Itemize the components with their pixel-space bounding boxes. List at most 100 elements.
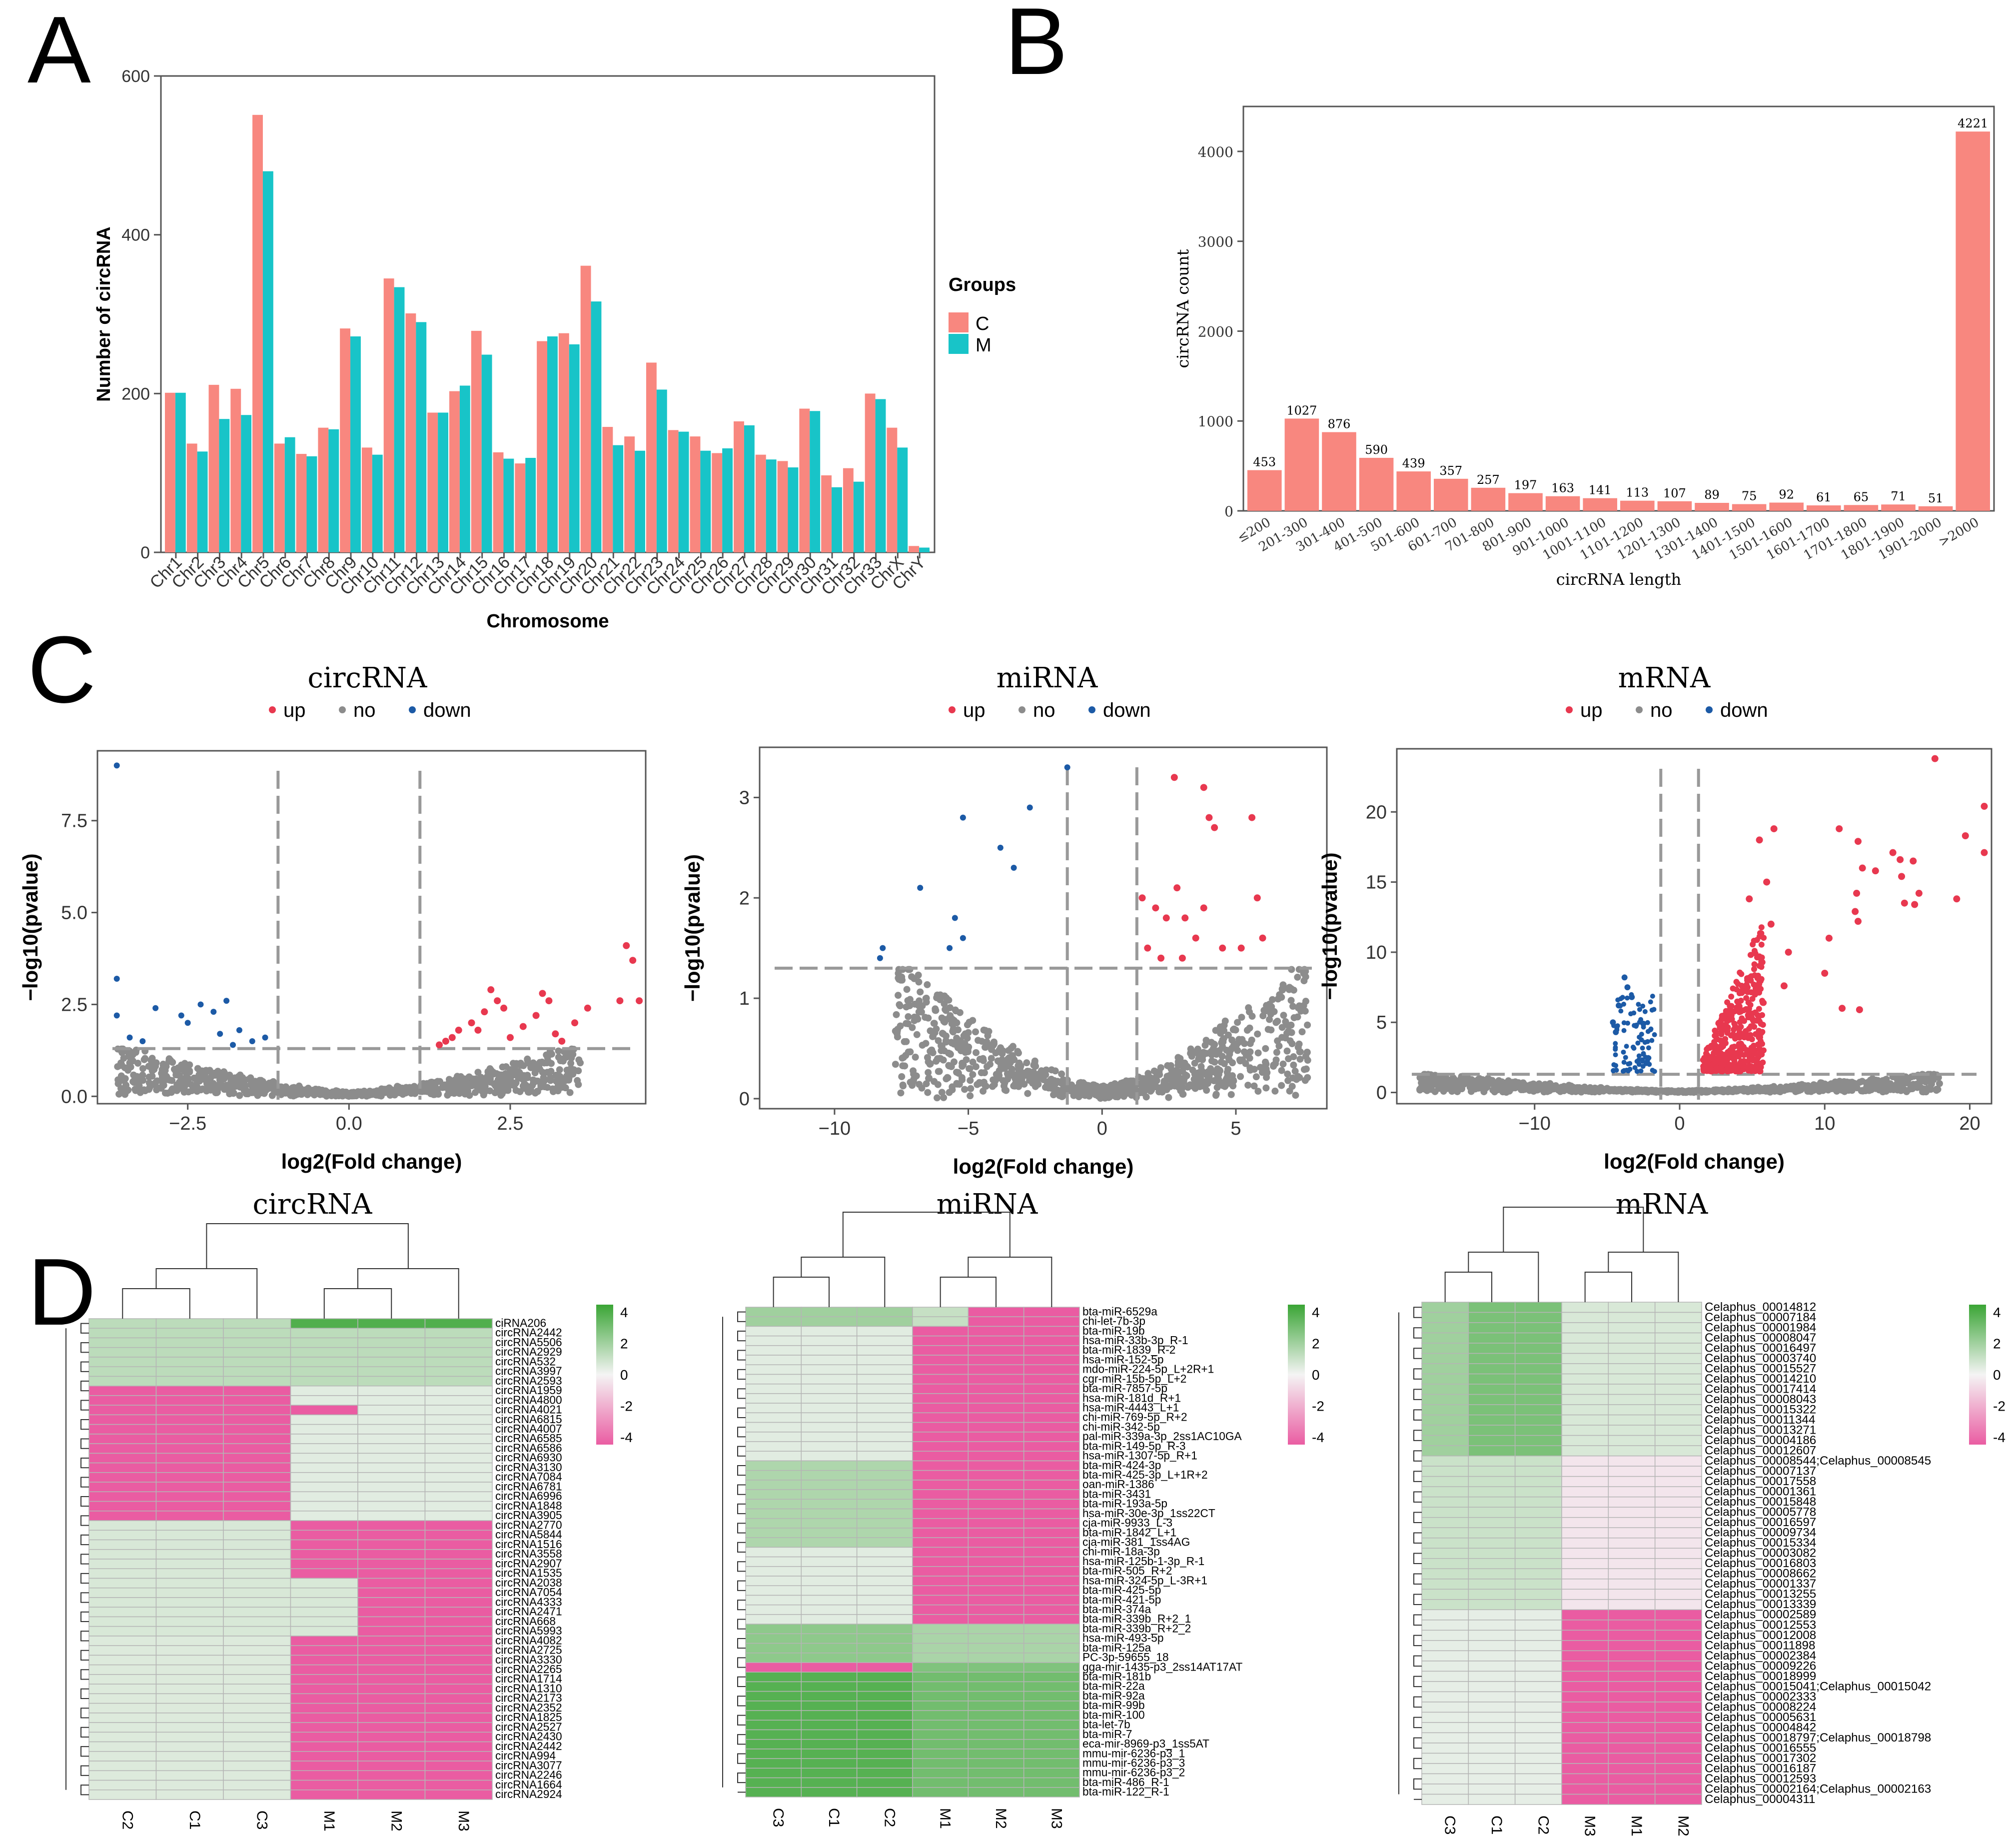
heatmap-row-label: chi-miR-18a-3p xyxy=(1082,1545,1160,1558)
row-dendrogram xyxy=(80,1477,89,1488)
volcano-point-no xyxy=(1234,1019,1241,1026)
heatmap-cell xyxy=(1421,1691,1469,1703)
heatmap-cell xyxy=(745,1643,802,1654)
volcano-point-down xyxy=(1649,1007,1655,1013)
heatmap-cell xyxy=(88,1482,157,1493)
heatmap-cell xyxy=(88,1405,157,1416)
volcano-point-down xyxy=(230,1042,236,1048)
heatmap-cell xyxy=(1421,1579,1469,1590)
heatmap-cell xyxy=(1561,1445,1609,1457)
volcano-point-no xyxy=(153,1077,161,1085)
heatmap-cell xyxy=(1023,1604,1080,1615)
volcano-point-up xyxy=(1152,904,1159,912)
volcano-point-down xyxy=(1648,999,1653,1005)
heatmap-row-label: bta-miR-122_R-1 xyxy=(1082,1785,1169,1798)
heatmap-cell xyxy=(424,1539,493,1550)
heatmap-row-label: Celaphus_00018797;Celaphus_00018798 xyxy=(1705,1731,1931,1745)
y-tick-label: 10 xyxy=(1366,942,1387,963)
heatmap-cell xyxy=(1023,1701,1080,1711)
heatmap-cell xyxy=(1561,1548,1609,1559)
volcano-point-no xyxy=(139,1065,146,1072)
volcano-point-no xyxy=(1431,1088,1439,1095)
volcano-point-no xyxy=(913,1072,920,1080)
plot-frame xyxy=(1242,105,1995,512)
bar-c xyxy=(296,454,307,552)
y-tick-label: 0 xyxy=(140,543,150,562)
heatmap-cell xyxy=(968,1585,1024,1596)
heatmap-cell xyxy=(801,1422,858,1433)
volcano-point-no xyxy=(1221,1083,1228,1090)
heatmap-row-label: circRNA4007 xyxy=(495,1422,562,1435)
heatmap-row-label: circRNA2430 xyxy=(495,1730,562,1743)
bar-m xyxy=(438,412,449,552)
volcano-point-no xyxy=(948,1039,956,1047)
row-dendrogram xyxy=(737,1331,746,1342)
volcano-point-no xyxy=(1229,1026,1237,1033)
volcano-point-no xyxy=(1184,1063,1191,1071)
heatmap-row-label: Celaphus_00012553 xyxy=(1705,1618,1816,1632)
heatmap-cell xyxy=(1514,1640,1562,1652)
heatmap-cell xyxy=(1468,1691,1516,1703)
bar-m xyxy=(788,467,799,552)
bar-c xyxy=(427,412,438,552)
volcano-point-no xyxy=(1284,1070,1291,1078)
volcano-point-no xyxy=(257,1077,265,1084)
heatmap-cell xyxy=(1468,1558,1516,1570)
volcano-point-no xyxy=(915,1002,923,1009)
heatmap-cell xyxy=(290,1693,358,1704)
volcano-point-up xyxy=(1138,894,1146,902)
heatmap-cell xyxy=(357,1530,426,1541)
row-dendrogram xyxy=(737,1619,746,1630)
heatmap-col-label: M3 xyxy=(1048,1808,1064,1829)
heatmap-cell xyxy=(290,1539,358,1550)
heatmap-cell xyxy=(155,1443,224,1454)
y-tick-label: 2.5 xyxy=(61,994,87,1015)
volcano-point-no xyxy=(1187,1049,1194,1056)
heatmap-row-label: Celaphus_00015527 xyxy=(1705,1362,1816,1375)
volcano-point-up xyxy=(1756,981,1762,988)
heatmap-cell xyxy=(1561,1599,1609,1611)
heatmap-cell xyxy=(1023,1374,1080,1385)
bar-c xyxy=(537,341,547,552)
heatmap-cell xyxy=(856,1364,913,1375)
row-dendrogram xyxy=(80,1534,89,1546)
volcano-point-no xyxy=(1435,1078,1442,1086)
volcano-point-no xyxy=(1475,1075,1482,1083)
bar-m xyxy=(525,457,536,552)
length-bar xyxy=(1732,504,1767,511)
volcano-point-up xyxy=(442,1037,449,1045)
heatmap-row-label: Celaphus_00016555 xyxy=(1705,1741,1816,1755)
volcano-point-no xyxy=(1177,1083,1185,1091)
volcano-point-no xyxy=(154,1084,161,1092)
heatmap-cell xyxy=(357,1770,426,1781)
heatmap-cell xyxy=(1421,1476,1469,1487)
heatmap-cell xyxy=(1608,1630,1656,1641)
row-dendrogram xyxy=(737,1715,746,1726)
heatmap-cell xyxy=(357,1501,426,1512)
heatmap-cell xyxy=(912,1537,969,1548)
heatmap-cell xyxy=(1608,1466,1656,1477)
heatmap-cell xyxy=(1514,1466,1562,1477)
heatmap-cell xyxy=(1654,1702,1702,1713)
bar-value-label: 257 xyxy=(1477,473,1500,487)
heatmap-cell xyxy=(1654,1332,1702,1344)
heatmap-cell xyxy=(155,1511,224,1521)
heatmap-row-label: bta-miR-22a xyxy=(1082,1680,1145,1693)
heatmap-cell xyxy=(912,1518,969,1529)
volcano-point-up xyxy=(1897,856,1904,863)
volcano-point-no xyxy=(1289,1074,1297,1082)
volcano-point-no xyxy=(159,1072,166,1079)
volcano-point-no xyxy=(917,988,924,996)
x-tick-label: 0.0 xyxy=(336,1113,362,1134)
volcano-point-up xyxy=(1756,1068,1763,1075)
volcano-point-no xyxy=(1137,1089,1145,1096)
volcano-point-no xyxy=(536,1065,543,1073)
heatmap-cell xyxy=(1654,1517,1702,1528)
volcano-point-no xyxy=(894,1033,901,1041)
heatmap-cell xyxy=(801,1470,858,1481)
volcano-point-no xyxy=(1239,1056,1246,1064)
volcano-point-no xyxy=(932,1005,939,1013)
volcano-point-no xyxy=(544,1084,551,1091)
heatmap-cell xyxy=(1421,1702,1469,1713)
heatmap-row-label: hsa-miR-152-5p xyxy=(1082,1353,1163,1366)
